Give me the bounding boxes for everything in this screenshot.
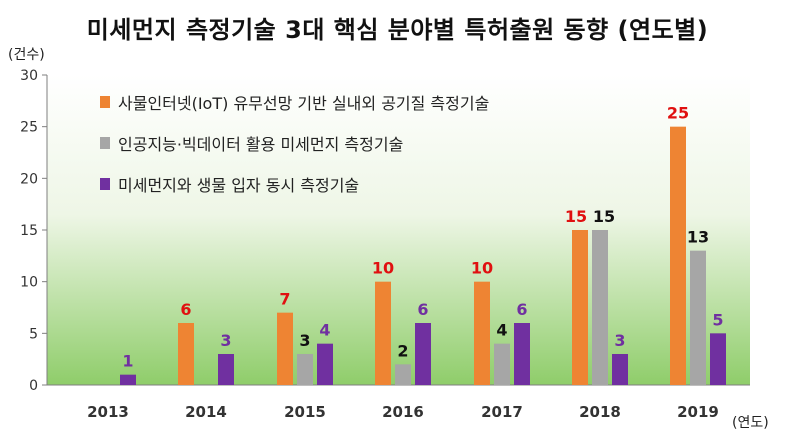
bar-series-2 — [297, 354, 313, 385]
legend-item-series-1: 사물인터넷(IoT) 유무선망 기반 실내외 공기질 측정기술 — [100, 92, 490, 113]
data-label-series-3: 6 — [516, 300, 527, 319]
legend-swatch-series-1 — [100, 96, 110, 108]
bar-series-1 — [670, 126, 686, 386]
plot-background — [47, 75, 750, 385]
legend-item-series-3: 미세먼지와 생물 입자 동시 측정기술 — [100, 174, 489, 195]
legend-swatch-series-3 — [100, 178, 110, 190]
bar-series-1 — [375, 281, 391, 385]
bar-series-1 — [277, 312, 293, 385]
bar-series-2 — [690, 250, 706, 385]
x-tick-label: 2014 — [185, 403, 227, 421]
y-tick-label: 10 — [20, 275, 38, 291]
data-label-series-3: 5 — [712, 310, 723, 329]
y-axis-unit: (건수) — [8, 47, 45, 63]
legend-swatch-series-2 — [100, 137, 110, 149]
x-tick-label: 2018 — [579, 403, 621, 421]
legend-label-series-3: 미세먼지와 생물 입자 동시 측정기술 — [118, 176, 360, 195]
data-label-series-3: 1 — [122, 352, 133, 371]
bar-series-2 — [395, 364, 411, 385]
bar-series-3 — [710, 333, 726, 385]
legend-label-series-1: 사물인터넷(IoT) 유무선망 기반 실내외 공기질 측정기술 — [118, 94, 490, 113]
bar-series-2 — [494, 343, 510, 385]
legend-label-series-2: 인공지능·빅데이터 활용 미세먼지 측정기술 — [118, 135, 404, 154]
data-label-series-1: 10 — [372, 259, 394, 278]
x-axis-unit: (연도) — [732, 415, 769, 431]
y-tick-label: 0 — [29, 378, 38, 394]
bar-series-3 — [514, 323, 530, 385]
data-label-series-3: 4 — [319, 321, 330, 340]
data-label-series-2: 4 — [496, 321, 507, 340]
y-tick-label: 15 — [20, 223, 38, 239]
y-tick-label: 5 — [29, 326, 38, 342]
data-label-series-2: 2 — [397, 341, 408, 360]
y-tick-label: 20 — [20, 171, 38, 187]
data-label-series-3: 6 — [417, 300, 428, 319]
data-label-series-3: 3 — [614, 331, 625, 350]
bar-series-3 — [120, 374, 136, 385]
data-label-series-2: 3 — [299, 331, 310, 350]
bar-series-3 — [612, 354, 628, 385]
data-label-series-2: 15 — [593, 207, 615, 226]
bar-series-3 — [218, 354, 234, 385]
bar-series-3 — [317, 343, 333, 385]
data-label-series-1: 7 — [279, 290, 290, 309]
x-tick-label: 2015 — [284, 403, 326, 421]
bar-series-3 — [415, 323, 431, 385]
y-tick-label: 30 — [20, 68, 38, 84]
bar-series-1 — [572, 230, 588, 385]
x-tick-label: 2016 — [382, 403, 424, 421]
bar-series-1 — [178, 323, 194, 385]
x-tick-label: 2013 — [87, 403, 129, 421]
data-label-series-1: 25 — [667, 104, 689, 123]
data-label-series-1: 6 — [180, 300, 191, 319]
x-tick-label: 2019 — [677, 403, 719, 421]
data-label-series-2: 13 — [687, 228, 709, 247]
data-label-series-1: 10 — [471, 259, 493, 278]
legend-item-series-2: 인공지능·빅데이터 활용 미세먼지 측정기술 — [100, 133, 489, 154]
data-label-series-1: 15 — [565, 207, 587, 226]
chart-title: 미세먼지 측정기술 3대 핵심 분야별 특허출원 동향 (연도별) — [86, 16, 709, 44]
bar-series-2 — [592, 230, 608, 385]
bar-series-1 — [474, 281, 490, 385]
x-tick-label: 2017 — [481, 403, 523, 421]
data-label-series-3: 3 — [220, 331, 231, 350]
legend: 사물인터넷(IoT) 유무선망 기반 실내외 공기질 측정기술 인공지능·빅데이… — [100, 92, 489, 215]
y-tick-label: 25 — [20, 120, 38, 136]
